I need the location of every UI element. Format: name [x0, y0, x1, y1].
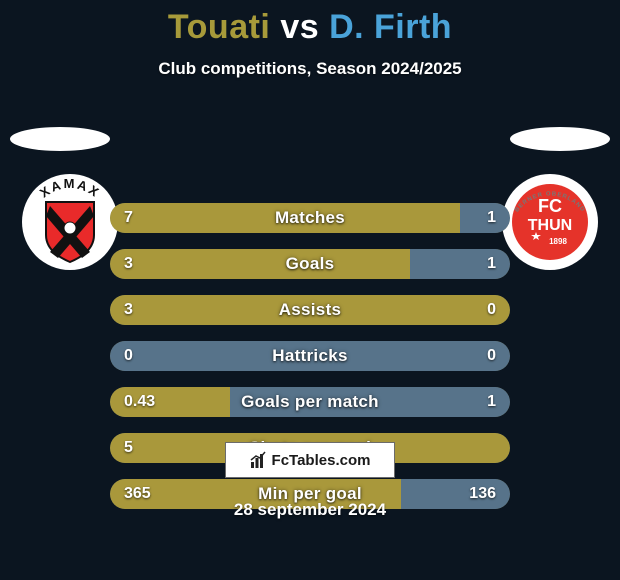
title-vs: vs [270, 8, 329, 46]
right-country-oval [510, 127, 610, 151]
badge-right-thun: THUN [528, 217, 572, 234]
stat-label: Goals per match [110, 387, 510, 417]
stat-label: Goals [110, 249, 510, 279]
stat-row: Matches7 1 [110, 203, 510, 233]
stat-label: Hattricks [110, 341, 510, 371]
stat-value-left: 5 [124, 433, 133, 463]
stat-label: Matches [110, 203, 510, 233]
badge-right-fc: FC [538, 196, 562, 216]
stat-value-left: 0.43 [124, 387, 155, 417]
stat-value-left: 3 [124, 249, 133, 279]
stat-row: Assists3 0 [110, 295, 510, 325]
badge-right-year: 1898 [549, 237, 567, 246]
chart-icon [250, 451, 268, 469]
stat-row: Goals3 1 [110, 249, 510, 279]
watermark-box: FcTables.com [225, 442, 395, 478]
stat-value-left: 3 [124, 295, 133, 325]
date-text: 28 september 2024 [0, 500, 620, 520]
club-badge-left: XAMAX [20, 172, 120, 272]
stat-value-left: 7 [124, 203, 133, 233]
stat-row: Goals per match0.43 1 [110, 387, 510, 417]
stat-value-right: 1 [487, 249, 496, 279]
stat-row: Hattricks0 0 [110, 341, 510, 371]
stat-value-left: 0 [124, 341, 133, 371]
title-player2: D. Firth [329, 8, 452, 46]
subtitle: Club competitions, Season 2024/2025 [0, 59, 620, 79]
left-country-oval [10, 127, 110, 151]
stat-value-right: 1 [487, 387, 496, 417]
stat-value-right: 0 [487, 295, 496, 325]
stat-value-right: 1 [487, 203, 496, 233]
club-badge-right: BERNER OBERLAND FC THUN 1898 [500, 172, 600, 272]
page-title: Touati vs D. Firth [0, 0, 620, 47]
watermark-text: FcTables.com [272, 452, 371, 469]
stat-label: Assists [110, 295, 510, 325]
title-player1: Touati [168, 8, 270, 46]
stat-value-right: 0 [487, 341, 496, 371]
